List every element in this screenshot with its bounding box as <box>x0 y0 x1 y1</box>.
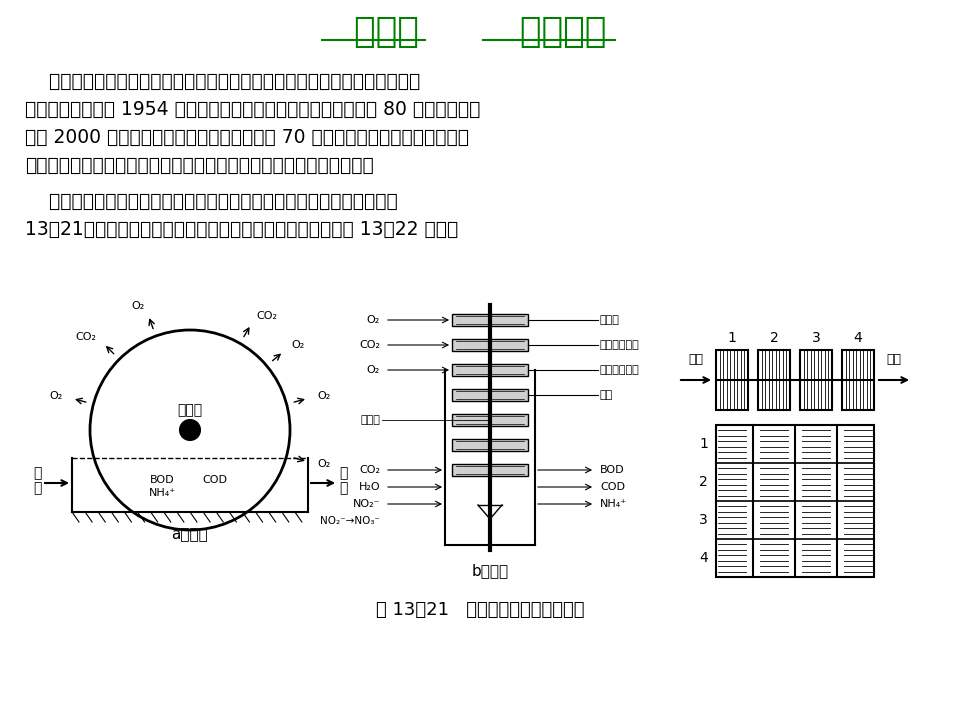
Text: NH₄⁺: NH₄⁺ <box>149 488 176 498</box>
Text: BOD: BOD <box>600 465 625 475</box>
Bar <box>716 425 874 577</box>
Text: COD: COD <box>203 475 228 485</box>
Text: 建成 2000 多座生物转盘，发展迅速。我国于 70 年代开始进行研究，已在印染、: 建成 2000 多座生物转盘，发展迅速。我国于 70 年代开始进行研究，已在印染… <box>25 128 469 147</box>
Text: 13－21），但构造形式与生物滤池很不相同。其基本流程如图 13－22 所示。: 13－21），但构造形式与生物滤池很不相同。其基本流程如图 13－22 所示。 <box>25 220 458 239</box>
Text: 流: 流 <box>339 466 348 480</box>
Text: CO₂: CO₂ <box>256 311 277 320</box>
Text: BOD: BOD <box>150 475 175 485</box>
Text: a．侧面: a．侧面 <box>172 527 208 542</box>
Text: NO₂⁻: NO₂⁻ <box>352 499 380 509</box>
Text: O₂: O₂ <box>318 391 331 401</box>
Text: O₂: O₂ <box>318 459 331 469</box>
Text: CO₂: CO₂ <box>359 465 380 475</box>
Text: 中心轴: 中心轴 <box>360 415 380 425</box>
Bar <box>842 350 874 410</box>
Text: 造纸、皮革和石油化工等行业的工业废水处理中得到应用，效果较好。: 造纸、皮革和石油化工等行业的工业废水处理中得到应用，效果较好。 <box>25 156 373 175</box>
Circle shape <box>180 420 200 440</box>
Bar <box>452 439 528 451</box>
Text: 入: 入 <box>33 481 41 495</box>
Text: 厌气性生物膜: 厌气性生物膜 <box>600 340 639 350</box>
Text: 第五节        生物转盘: 第五节 生物转盘 <box>354 15 606 49</box>
Text: 多优点，因此，自 1954 年德国建立第一座生物转盘污水厂后，到 80 年代，欧洲已: 多优点，因此，自 1954 年德国建立第一座生物转盘污水厂后，到 80 年代，欧… <box>25 100 480 119</box>
Bar <box>452 364 528 376</box>
Text: 3: 3 <box>811 331 821 345</box>
Text: 2: 2 <box>699 475 708 489</box>
Text: 1: 1 <box>728 331 736 345</box>
Text: CO₂: CO₂ <box>359 340 380 350</box>
Text: H₂O: H₂O <box>358 482 380 492</box>
Text: 出: 出 <box>339 481 348 495</box>
Text: 生物转盘（又名转盘式生物滤池）是一种生物膜法处理设备。由于它具有很: 生物转盘（又名转盘式生物滤池）是一种生物膜法处理设备。由于它具有很 <box>25 72 420 91</box>
Text: O₂: O₂ <box>291 340 304 350</box>
Text: 流入: 流入 <box>688 353 704 366</box>
Text: 4: 4 <box>699 551 708 565</box>
Bar <box>452 339 528 351</box>
Text: 图 13－21   生物转盘工作情况示意图: 图 13－21 生物转盘工作情况示意图 <box>375 601 585 619</box>
Text: O₂: O₂ <box>49 391 62 401</box>
Text: 流: 流 <box>33 466 41 480</box>
Bar <box>716 350 748 410</box>
Text: O₂: O₂ <box>367 315 380 325</box>
Text: 3: 3 <box>699 513 708 527</box>
Bar <box>758 350 790 410</box>
Text: 液膜: 液膜 <box>600 390 613 400</box>
Text: 2: 2 <box>770 331 779 345</box>
Text: O₂: O₂ <box>367 365 380 375</box>
Bar <box>452 464 528 476</box>
Text: COD: COD <box>600 482 625 492</box>
Bar <box>452 414 528 426</box>
Bar <box>452 389 528 401</box>
Text: 圆板体: 圆板体 <box>600 315 620 325</box>
Text: O₂: O₂ <box>132 301 145 311</box>
Text: b．断面: b．断面 <box>471 563 509 578</box>
Bar <box>452 314 528 326</box>
Text: 流出: 流出 <box>886 353 901 366</box>
Text: NO₂⁻→NO₃⁻: NO₂⁻→NO₃⁻ <box>320 516 380 526</box>
Text: NH₄⁺: NH₄⁺ <box>600 499 627 509</box>
Text: 生物膜: 生物膜 <box>178 403 203 417</box>
Text: 1: 1 <box>699 437 708 451</box>
Bar <box>800 350 832 410</box>
Text: 4: 4 <box>853 331 862 345</box>
Text: CO₂: CO₂ <box>76 332 97 342</box>
Text: 好气性生物膜: 好气性生物膜 <box>600 365 639 375</box>
Text: 生物转盘去除废水中有机污染物的机理，与生物滤池基本相同（参见图: 生物转盘去除废水中有机污染物的机理，与生物滤池基本相同（参见图 <box>25 192 397 211</box>
